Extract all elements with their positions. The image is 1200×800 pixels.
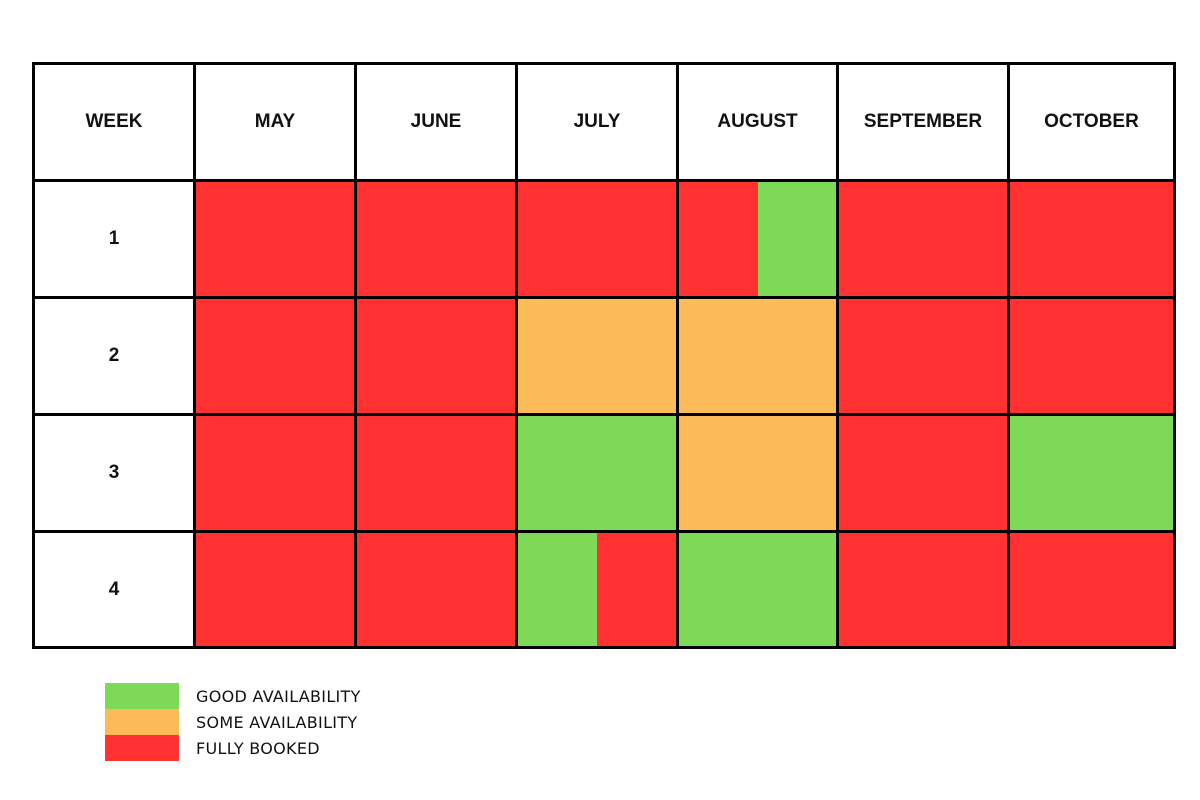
legend-swatch-good [105,683,179,709]
header-month-september: SEPTEMBER [839,65,1007,179]
legend-label: FULLY BOOKED [196,738,320,758]
cell-segment-full [1010,533,1173,646]
cell-segment-full [839,416,1007,530]
cell-segment-good [679,533,836,646]
legend: GOOD AVAILABILITY SOME AVAILABILITY FULLY … [105,683,361,761]
legend-item-full: FULLY BOOKED [105,735,361,761]
header-month-july: JULY [518,65,676,179]
cell-segment-full [196,299,354,413]
cell-segment-some [679,299,836,413]
cell-week-2-july [518,299,676,413]
cell-segment-good [518,416,676,530]
cell-segment-full [1010,182,1173,296]
legend-label: SOME AVAILABILITY [196,712,358,732]
cell-segment-some [518,299,676,413]
cell-week-2-october [1010,299,1173,413]
cell-segment-full [196,533,354,646]
legend-swatch-full [105,735,179,761]
legend-item-good: GOOD AVAILABILITY [105,683,361,709]
legend-label: GOOD AVAILABILITY [196,686,361,706]
cell-segment-good [757,182,836,296]
cell-segment-full [357,416,515,530]
row-label-week-1: 1 [35,182,193,296]
legend-item-some: SOME AVAILABILITY [105,709,361,735]
cell-segment-full [839,299,1007,413]
cell-week-3-august [679,416,836,530]
cell-week-3-june [357,416,515,530]
header-week: WEEK [35,65,193,179]
availability-grid: WEEK MAY JUNE JULY AUGUST SEPTEMBER OCTOBER 1 2 3… [32,62,1176,649]
cell-week-2-may [196,299,354,413]
cell-segment-full [679,182,758,296]
cell-week-4-may [196,533,354,646]
cell-segment-good [1010,416,1173,530]
header-month-june: JUNE [357,65,515,179]
cell-week-4-october [1010,533,1173,646]
legend-swatch-some [105,709,179,735]
cell-segment-full [597,533,676,646]
cell-week-3-september [839,416,1007,530]
cell-segment-good [518,533,597,646]
cell-segment-full [196,182,354,296]
row-label-week-3: 3 [35,416,193,530]
cell-segment-full [196,416,354,530]
header-month-august: AUGUST [679,65,836,179]
cell-segment-full [357,533,515,646]
cell-segment-full [1010,299,1173,413]
cell-segment-full [839,533,1007,646]
row-label-week-4: 4 [35,533,193,646]
cell-week-2-august [679,299,836,413]
header-month-october: OCTOBER [1010,65,1173,179]
cell-segment-full [839,182,1007,296]
cell-week-1-july [518,182,676,296]
cell-week-1-september [839,182,1007,296]
cell-week-3-october [1010,416,1173,530]
cell-week-1-august [679,182,836,296]
cell-week-4-september [839,533,1007,646]
cell-week-3-july [518,416,676,530]
cell-segment-full [518,182,676,296]
cell-week-4-august [679,533,836,646]
cell-week-3-may [196,416,354,530]
header-month-may: MAY [196,65,354,179]
cell-segment-full [357,182,515,296]
cell-week-1-may [196,182,354,296]
cell-segment-some [679,416,836,530]
cell-week-4-june [357,533,515,646]
cell-week-1-june [357,182,515,296]
cell-segment-full [357,299,515,413]
cell-week-1-october [1010,182,1173,296]
cell-week-2-june [357,299,515,413]
row-label-week-2: 2 [35,299,193,413]
cell-week-2-september [839,299,1007,413]
cell-week-4-july [518,533,676,646]
